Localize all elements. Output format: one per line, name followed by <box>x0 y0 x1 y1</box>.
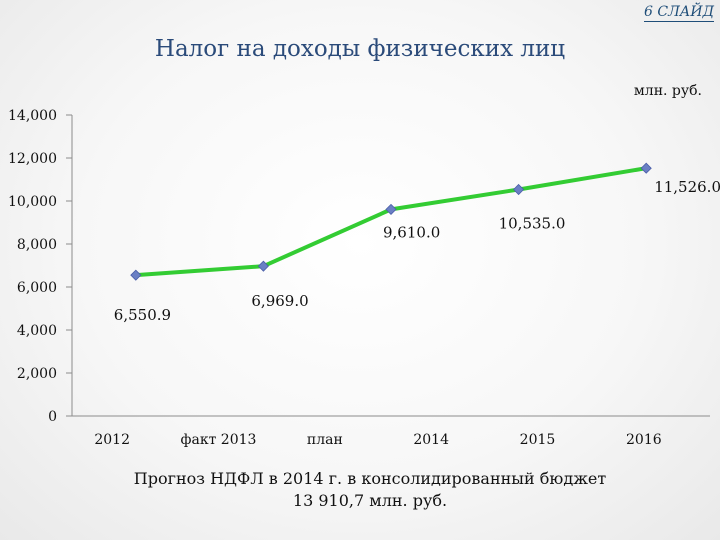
x-tick-label: 2014 <box>413 432 449 448</box>
data-label: 6,550.9 <box>114 306 171 324</box>
y-tick-label: 10,000 <box>8 194 57 210</box>
y-tick-label: 4,000 <box>17 323 57 339</box>
data-labels: 6,550.9 6,969.0 9,610.0 10,535.0 11,526.0 <box>114 178 720 324</box>
y-tick-label: 14,000 <box>8 108 57 124</box>
data-label: 11,526.0 <box>654 178 720 196</box>
x-axis-ticks: 2012 факт 2013 план 2014 2015 2016 <box>94 432 661 448</box>
data-label: 9,610.0 <box>383 223 440 241</box>
y-tick-label: 6,000 <box>17 280 57 296</box>
slide-number-label: 6 СЛАЙД <box>644 4 714 22</box>
forecast-note: Прогноз НДФЛ в 2014 г. в консолидированн… <box>0 468 720 512</box>
y-tick-label: 12,000 <box>8 151 57 167</box>
chart-title: Налог на доходы физических лиц <box>154 36 566 62</box>
data-label: 6,969.0 <box>251 292 308 310</box>
x-tick-label: факт 2013 <box>181 432 257 448</box>
x-tick-label: план <box>307 432 343 448</box>
forecast-note-line2: 13 910,7 млн. руб. <box>292 491 448 510</box>
data-label: 10,535.0 <box>499 214 566 232</box>
x-tick-label: 2012 <box>94 432 130 448</box>
series-line <box>135 166 647 278</box>
series-group <box>130 162 652 281</box>
y-tick-label: 2,000 <box>17 366 57 382</box>
y-tick-label: 8,000 <box>17 237 57 253</box>
x-tick-label: 2015 <box>520 432 556 448</box>
unit-label: млн. руб. <box>633 83 702 99</box>
forecast-note-line1: Прогноз НДФЛ в 2014 г. в консолидированн… <box>133 469 607 488</box>
data-point-marker <box>385 203 397 215</box>
y-axis-ticks: 0 2,000 4,000 6,000 8,000 10,000 12,000 14,000 <box>8 108 72 425</box>
data-point-marker <box>513 183 525 196</box>
data-point-marker <box>257 260 269 272</box>
data-point-marker <box>130 269 142 281</box>
y-tick-label: 0 <box>48 409 57 425</box>
x-tick-label: 2016 <box>626 432 662 448</box>
data-point-marker <box>640 162 652 174</box>
